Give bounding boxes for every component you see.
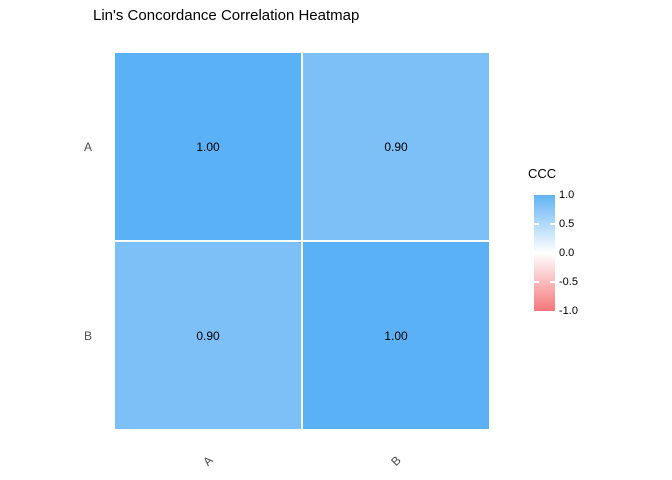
heatmap-panel: 1.00 0.90 0.90 1.00 — [115, 53, 489, 429]
x-axis-label-A: A — [200, 453, 216, 469]
legend-tick-label-0.5: 0.5 — [559, 218, 575, 230]
heatmap-cell-B-A: 0.90 — [115, 242, 301, 429]
legend-colorbar — [534, 195, 555, 311]
y-axis-label-A: A — [83, 139, 93, 154]
legend-tick-mark — [534, 223, 539, 225]
heatmap-cell-A-A: 1.00 — [115, 53, 301, 240]
legend-tick-mark — [550, 281, 555, 283]
legend-tick-label--1.0: -1.0 — [559, 305, 578, 317]
legend-tick-mark — [534, 252, 539, 254]
heatmap-cell-A-B: 0.90 — [303, 53, 489, 240]
y-axis-label-B: B — [83, 328, 93, 343]
cell-value: 1.00 — [384, 328, 408, 343]
legend-title: CCC — [528, 166, 557, 181]
cell-value: 1.00 — [196, 139, 220, 154]
x-axis-label-B: B — [388, 453, 404, 469]
legend-tick-label-0.0: 0.0 — [559, 247, 575, 259]
legend-tick-mark — [534, 281, 539, 283]
cell-value: 0.90 — [196, 328, 220, 343]
legend-tick-mark — [550, 252, 555, 254]
chart-title: Lin's Concordance Correlation Heatmap — [93, 7, 360, 24]
legend-tick-label-1.0: 1.0 — [559, 189, 575, 201]
legend-tick-label--0.5: -0.5 — [559, 276, 578, 288]
cell-value: 0.90 — [384, 139, 408, 154]
heatmap-cell-B-B: 1.00 — [303, 242, 489, 429]
legend-tick-mark — [550, 223, 555, 225]
